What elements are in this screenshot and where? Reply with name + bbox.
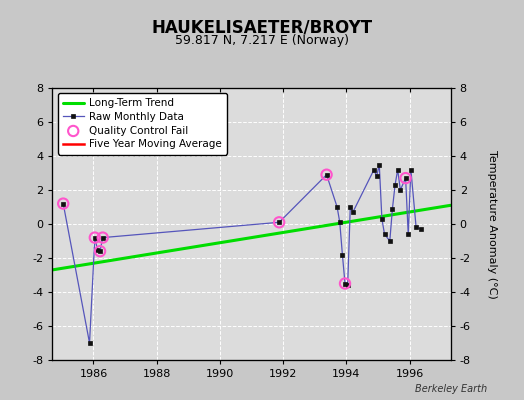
Raw Monthly Data	[413, 225, 419, 230]
Raw Monthly Data	[334, 205, 340, 210]
Quality Control Fail	[96, 248, 104, 254]
Raw Monthly Data	[392, 182, 398, 187]
Raw Monthly Data	[397, 188, 403, 192]
Raw Monthly Data	[387, 238, 393, 243]
Raw Monthly Data	[100, 235, 106, 240]
Raw Monthly Data	[347, 205, 353, 210]
Quality Control Fail	[91, 234, 99, 241]
Quality Control Fail	[322, 172, 331, 178]
Raw Monthly Data	[402, 176, 409, 180]
Quality Control Fail	[99, 234, 107, 241]
Raw Monthly Data	[374, 174, 380, 179]
Quality Control Fail	[275, 219, 283, 226]
Quality Control Fail	[341, 280, 349, 287]
Text: Berkeley Earth: Berkeley Earth	[415, 384, 487, 394]
Text: HAUKELISAETER/BROYT: HAUKELISAETER/BROYT	[151, 18, 373, 36]
Raw Monthly Data	[342, 281, 348, 286]
Raw Monthly Data	[376, 162, 383, 167]
Raw Monthly Data	[381, 232, 388, 236]
Line: Raw Monthly Data: Raw Monthly Data	[61, 162, 423, 345]
Raw Monthly Data	[405, 232, 411, 236]
Text: 59.817 N, 7.217 E (Norway): 59.817 N, 7.217 E (Norway)	[175, 34, 349, 47]
Raw Monthly Data	[92, 235, 98, 240]
Raw Monthly Data	[395, 167, 401, 172]
Raw Monthly Data	[323, 172, 330, 177]
Raw Monthly Data	[350, 210, 356, 214]
Raw Monthly Data	[336, 220, 343, 225]
Raw Monthly Data	[276, 220, 282, 225]
Raw Monthly Data	[86, 340, 93, 345]
Raw Monthly Data	[339, 252, 345, 257]
Legend: Long-Term Trend, Raw Monthly Data, Quality Control Fail, Five Year Moving Averag: Long-Term Trend, Raw Monthly Data, Quali…	[58, 93, 227, 154]
Raw Monthly Data	[60, 201, 67, 206]
Raw Monthly Data	[408, 167, 414, 172]
Raw Monthly Data	[344, 283, 351, 288]
Quality Control Fail	[59, 200, 68, 207]
Raw Monthly Data	[418, 227, 424, 232]
Raw Monthly Data	[371, 167, 377, 172]
Raw Monthly Data	[379, 216, 385, 221]
Raw Monthly Data	[389, 206, 396, 211]
Raw Monthly Data	[97, 249, 103, 254]
Y-axis label: Temperature Anomaly (°C): Temperature Anomaly (°C)	[487, 150, 497, 298]
Raw Monthly Data	[94, 247, 101, 252]
Quality Control Fail	[401, 175, 410, 181]
